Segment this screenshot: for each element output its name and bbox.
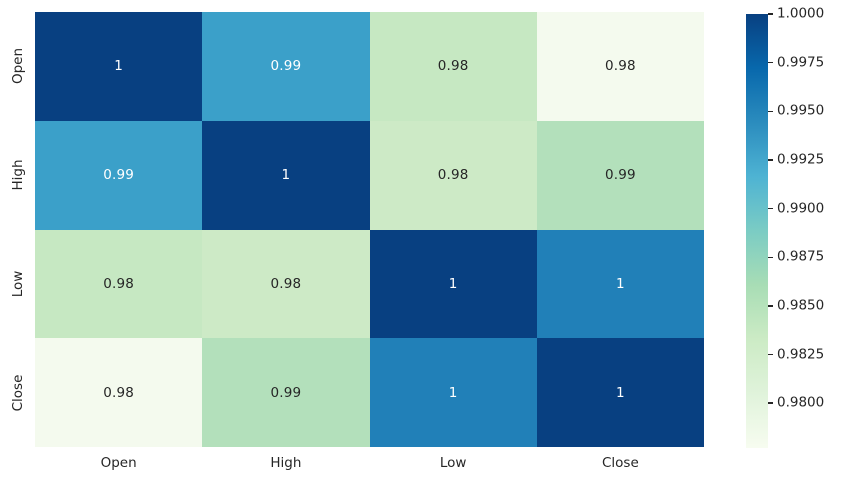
colorbar-tick-mark [768,305,773,307]
colorbar-tick-label: 0.9950 [777,102,825,119]
heatmap-cell: 1 [536,338,704,447]
y-tick-label: Close [10,374,26,412]
colorbar-tick-label: 0.9850 [777,297,825,314]
cell-annotation: 0.98 [270,275,302,292]
colorbar-tick-mark [768,256,773,259]
colorbar-tick-mark [768,110,773,113]
colorbar-tick-mark [768,61,773,64]
cell-annotation: 0.99 [604,167,636,184]
colorbar-tick-mark [768,353,773,356]
heatmap-cell: 1 [536,229,704,339]
heatmap-cell: 0.98 [202,229,370,339]
cell-annotation: 0.99 [270,384,302,401]
colorbar [746,14,768,448]
cell-annotation: 0.98 [103,275,135,292]
cell-annotation: 1 [615,275,625,292]
x-tick-label: Open [100,455,137,471]
colorbar-tick-label: 0.9825 [777,346,825,363]
cell-annotation: 0.98 [103,384,135,401]
heatmap-cell: 1 [202,120,370,230]
colorbar-tick-label: 0.9900 [777,200,825,217]
colorbar-tick-mark [768,402,773,404]
cell-annotation: 1 [448,384,458,401]
heatmap-cell: 0.98 [536,12,704,121]
cell-annotation: 1 [615,384,625,401]
heatmap-cell: 1 [35,12,203,121]
cell-annotation: 0.98 [604,58,636,75]
heatmap-cell: 0.98 [35,229,203,339]
colorbar-tick-mark [768,13,773,15]
cell-annotation: 1 [281,167,291,184]
colorbar-tick-label: 0.9800 [777,394,825,411]
x-axis-tick-labels: Open High Low Close [35,455,704,477]
colorbar-tick-mark [768,207,773,210]
heatmap-grid: 1 0.99 0.98 0.98 0.99 1 0.98 0.99 0.98 0.98 1 1 0.98… [35,12,704,447]
heatmap-cell: 0.98 [369,12,537,121]
x-tick-label: High [270,455,302,471]
cell-annotation: 0.99 [103,167,135,184]
y-tick-label: High [10,159,26,191]
x-tick-label: Low [439,455,467,471]
x-tick-label: Close [601,455,639,471]
heatmap-cell: 0.99 [202,338,370,447]
y-tick-label: Open [10,48,26,85]
heatmap-cell: 1 [369,338,537,447]
colorbar-tick-label: 1.0000 [777,5,825,22]
heatmap-cell: 0.99 [536,120,704,230]
colorbar-tick-label: 0.9975 [777,54,825,71]
cell-annotation: 0.98 [437,58,469,75]
heatmap-cell: 0.98 [35,338,203,447]
heatmap-cell: 0.99 [202,12,370,121]
colorbar-tick-label: 0.9875 [777,248,825,265]
colorbar-tick-label: 0.9925 [777,151,825,168]
colorbar-tick-mark [768,159,773,161]
heatmap-cell: 0.98 [369,120,537,230]
cell-annotation: 1 [114,58,124,75]
cell-annotation: 0.98 [437,167,469,184]
y-tick-label: Low [10,270,26,298]
cell-annotation: 1 [448,275,458,292]
heatmap-cell: 0.99 [35,120,203,230]
heatmap-cell: 1 [369,229,537,339]
cell-annotation: 0.99 [270,58,302,75]
